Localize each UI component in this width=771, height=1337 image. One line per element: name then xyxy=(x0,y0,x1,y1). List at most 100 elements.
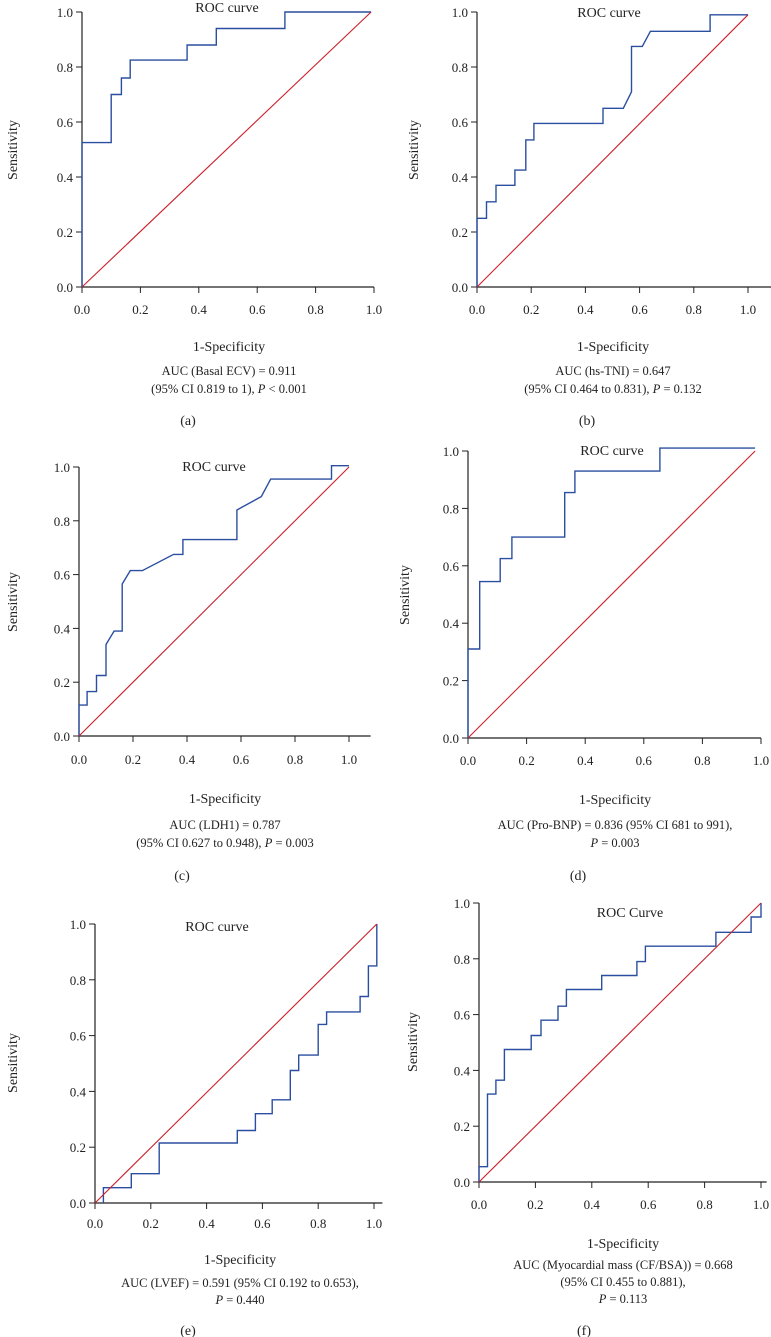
auc-caption-line: AUC (Basal ECV) = 0.911 xyxy=(162,364,297,378)
roc-curve-line xyxy=(476,14,748,287)
x-tick-label: 0.6 xyxy=(640,1197,657,1212)
reference-diagonal-line xyxy=(94,923,378,1204)
reference-diagonal-line xyxy=(467,450,756,739)
auc-caption-line: (95% CI 0.464 to 0.831), P = 0.132 xyxy=(524,382,702,396)
y-tick-label: 1.0 xyxy=(70,917,86,932)
x-tick-label: 1.0 xyxy=(366,302,382,317)
y-tick-label: 1.0 xyxy=(54,460,70,475)
y-tick-label: 0.0 xyxy=(454,1175,470,1190)
x-axis-label: 1-Specificity xyxy=(204,1253,276,1268)
y-tick-label: 0.4 xyxy=(57,170,74,185)
panel-label: (e) xyxy=(180,1324,196,1337)
auc-caption-line: P = 0.440 xyxy=(214,1293,264,1307)
y-tick-label: 0.8 xyxy=(57,60,73,75)
chart-title: ROC Curve xyxy=(597,906,664,921)
x-tick-label: 0.4 xyxy=(191,302,208,317)
x-tick-label: 0.2 xyxy=(523,302,539,317)
y-tick-label: 0.4 xyxy=(70,1084,87,1099)
x-tick-label: 1.0 xyxy=(740,302,756,317)
x-tick-label: 0.8 xyxy=(694,753,710,768)
y-tick-label: 0.8 xyxy=(452,60,468,75)
roc-panel-f: 0.0 0.2 0.4 0.6 0.8 1.0 0.0 0.2 0.4 0.6 0.8 1.0 ROC … xyxy=(406,896,769,1337)
x-tick-label: 0.2 xyxy=(132,302,148,317)
y-tick-label: 0.6 xyxy=(54,568,71,583)
y-axis-label: Sensitivity xyxy=(6,120,21,180)
x-tick-label: 0.0 xyxy=(460,753,476,768)
auc-caption-line: AUC (Myocardial mass (CF/BSA)) = 0.668 xyxy=(513,1258,733,1272)
x-axis-label: 1-Specificity xyxy=(579,793,651,808)
x-tick-label: 0.0 xyxy=(469,302,485,317)
x-tick-label: 0.0 xyxy=(71,752,87,767)
reference-diagonal-line xyxy=(78,466,350,737)
y-tick-label: 0.4 xyxy=(54,621,71,636)
x-tick-label: 0.2 xyxy=(527,1197,543,1212)
x-axis-label: 1-Specificity xyxy=(193,340,265,355)
y-tick-label: 0.0 xyxy=(54,729,70,744)
y-tick-label: 0.8 xyxy=(70,973,86,988)
x-tick-label: 0.6 xyxy=(631,302,648,317)
x-tick-label: 0.8 xyxy=(686,302,702,317)
panel-label: (f) xyxy=(577,1324,591,1337)
x-tick-label: 0.4 xyxy=(577,753,594,768)
y-tick-label: 0.2 xyxy=(57,225,73,240)
y-tick-label: 0.8 xyxy=(443,501,459,516)
x-tick-label: 0.6 xyxy=(249,302,266,317)
roc-curve-line xyxy=(467,447,756,738)
auc-caption-line: AUC (LVEF) = 0.591 (95% CI 0.192 to 0.65… xyxy=(121,1276,359,1290)
auc-caption-line: AUC (Pro-BNP) = 0.836 (95% CI 681 to 991… xyxy=(498,818,733,832)
reference-diagonal-line xyxy=(476,14,749,288)
y-tick-label: 0.2 xyxy=(54,675,70,690)
roc-curve-line xyxy=(78,465,349,736)
reference-diagonal-line xyxy=(81,11,372,288)
chart-title: ROC curve xyxy=(185,920,248,935)
reference-diagonal-line xyxy=(478,902,762,1183)
panel-label: (d) xyxy=(570,869,587,884)
x-axis-label: 1-Specificity xyxy=(577,340,649,355)
auc-caption-line: (95% CI 0.455 to 0.881), xyxy=(560,1275,685,1289)
x-axis-label: 1-Specificity xyxy=(189,792,261,807)
auc-caption-line: P = 0.003 xyxy=(589,836,639,850)
y-tick-label: 0.6 xyxy=(443,559,460,574)
y-tick-label: 0.2 xyxy=(443,674,459,689)
x-tick-label: 1.0 xyxy=(341,752,357,767)
y-tick-label: 0.2 xyxy=(70,1140,86,1155)
y-axis-label: Sensitivity xyxy=(407,120,422,180)
x-tick-label: 1.0 xyxy=(753,1197,769,1212)
roc-panel-c: 0.0 0.2 0.4 0.6 0.8 1.0 0.0 0.2 0.4 0.6 0.8 1.0 ROC … xyxy=(6,460,371,884)
x-tick-label: 0.6 xyxy=(254,1216,271,1231)
y-tick-label: 1.0 xyxy=(452,5,468,20)
chart-title: ROC curve xyxy=(580,444,643,459)
x-tick-label: 0.0 xyxy=(74,302,90,317)
y-tick-label: 0.4 xyxy=(443,616,460,631)
y-tick-label: 0.6 xyxy=(70,1029,87,1044)
roc-curve-line xyxy=(102,924,378,1203)
y-tick-label: 0.0 xyxy=(70,1196,86,1211)
y-axis-label: Sensitivity xyxy=(6,572,21,632)
y-tick-label: 0.6 xyxy=(57,115,74,130)
x-tick-label: 1.0 xyxy=(366,1216,382,1231)
roc-panel-b: 0.0 0.2 0.4 0.6 0.8 1.0 0.0 0.2 0.4 0.6 0.8 1.0 ROC … xyxy=(407,5,771,429)
roc-curve-line xyxy=(81,11,372,287)
y-tick-label: 0.8 xyxy=(454,952,470,967)
y-tick-label: 0.6 xyxy=(452,115,469,130)
auc-caption-line: (95% CI 0.819 to 1), P < 0.001 xyxy=(151,382,307,396)
panel-label: (b) xyxy=(579,414,596,429)
y-tick-label: 0.4 xyxy=(454,1063,471,1078)
x-tick-label: 0.4 xyxy=(198,1216,215,1231)
y-axis-label: Sensitivity xyxy=(6,1033,21,1093)
x-axis-label: 1-Specificity xyxy=(587,1237,659,1252)
y-tick-label: 0.2 xyxy=(452,225,468,240)
auc-caption-line: AUC (LDH1) = 0.787 xyxy=(169,818,280,832)
roc-panel-a: 0.0 0.2 0.4 0.6 0.8 1.0 0.0 0.2 0.4 0.6 0.8 1.0 ROC … xyxy=(6,1,382,429)
x-tick-label: 0.6 xyxy=(233,752,250,767)
x-tick-label: 0.4 xyxy=(577,302,594,317)
y-tick-label: 0.0 xyxy=(57,280,73,295)
y-tick-label: 1.0 xyxy=(443,444,459,459)
auc-caption-line: AUC (hs-TNI) = 0.647 xyxy=(555,364,670,378)
y-axis-label: Sensitivity xyxy=(398,565,413,625)
chart-title: ROC curve xyxy=(577,6,640,21)
x-tick-label: 0.2 xyxy=(143,1216,159,1231)
chart-title: ROC curve xyxy=(195,1,258,16)
x-tick-label: 1.0 xyxy=(753,753,769,768)
